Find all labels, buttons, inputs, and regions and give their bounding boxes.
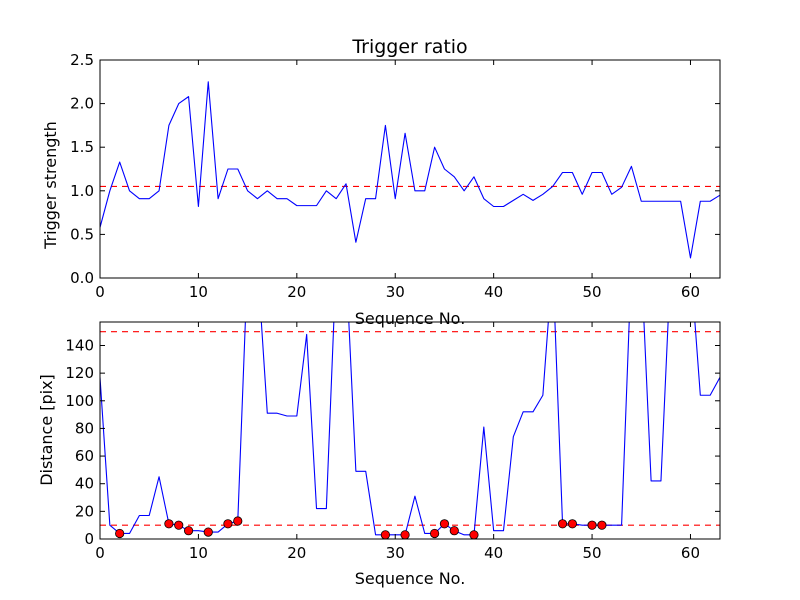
bottom-y-axis-label: Distance [pix] [37, 374, 56, 486]
bottom-y-tick-label: 20 [75, 502, 94, 520]
top-y-axis-label: Trigger strength [41, 121, 60, 250]
top-x-tick-label: 10 [189, 283, 208, 301]
top-axes-frame [99, 59, 721, 279]
bottom-x-tick-label: 40 [484, 544, 503, 562]
top-chart-panel: Trigger ratio Sequence No. Trigger stren… [41, 36, 721, 328]
bottom-data-point [203, 527, 213, 537]
top-x-tick-label: 40 [484, 283, 503, 301]
top-x-axis-label: Sequence No. [355, 309, 466, 328]
bottom-data-point [449, 526, 459, 536]
bottom-y-tick-label: 100 [65, 392, 94, 410]
bottom-x-axis-label: Sequence No. [355, 569, 466, 588]
bottom-data-point [223, 519, 233, 529]
bottom-data-point [557, 519, 568, 529]
bottom-x-tick-label: 60 [681, 544, 700, 562]
bottom-data-point [380, 530, 390, 539]
top-x-tick-label: 60 [681, 283, 700, 301]
bottom-data-point [430, 528, 440, 539]
top-y-tick-label: 2.0 [70, 95, 94, 113]
bottom-data-point [183, 526, 194, 536]
bottom-data-point [164, 519, 174, 529]
bottom-y-tick-label: 80 [75, 419, 94, 437]
bottom-y-tick-label: 0 [84, 530, 94, 548]
bottom-axes-frame [99, 321, 721, 540]
top-y-tick-label: 0.5 [70, 225, 94, 243]
top-y-tick-label: 1.0 [70, 182, 94, 200]
bottom-x-tick-label: 20 [287, 544, 306, 562]
top-x-tick-label: 20 [287, 283, 306, 301]
bottom-x-tick-label: 0 [95, 544, 105, 562]
top-chart-title: Trigger ratio [351, 36, 467, 58]
top-x-tick-label: 30 [386, 283, 405, 301]
top-y-tick-label: 1.5 [70, 138, 94, 156]
bottom-data-point [174, 520, 184, 530]
bottom-data-point [400, 530, 410, 539]
bottom-data-point [567, 519, 577, 529]
top-y-tick-label: 2.5 [70, 51, 94, 69]
bottom-series-line [100, 322, 720, 536]
top-y-tick-label: 0.0 [70, 269, 94, 287]
bottom-y-tick-label: 140 [65, 336, 94, 354]
bottom-chart-panel: Sequence No. Distance [pix] 0 10 20 30 40 50 6… [37, 321, 721, 588]
bottom-data-point [233, 516, 243, 526]
bottom-y-tick-label: 40 [75, 475, 94, 493]
bottom-x-tick-label: 50 [583, 544, 602, 562]
bottom-data-point [587, 520, 597, 530]
bottom-x-tick-label: 30 [386, 544, 405, 562]
top-plot-area [100, 81, 720, 259]
top-series-line [100, 81, 720, 259]
bottom-data-point [439, 519, 450, 529]
top-x-tick-label: 50 [583, 283, 602, 301]
bottom-data-point [115, 528, 125, 539]
bottom-y-tick-label: 60 [75, 447, 94, 465]
top-x-tick-label: 0 [95, 283, 105, 301]
bottom-x-tick-label: 10 [189, 544, 208, 562]
bottom-data-point [597, 520, 607, 530]
bottom-y-tick-label: 120 [65, 364, 94, 382]
bottom-data-point [469, 530, 479, 539]
bottom-plot-area [100, 322, 720, 539]
